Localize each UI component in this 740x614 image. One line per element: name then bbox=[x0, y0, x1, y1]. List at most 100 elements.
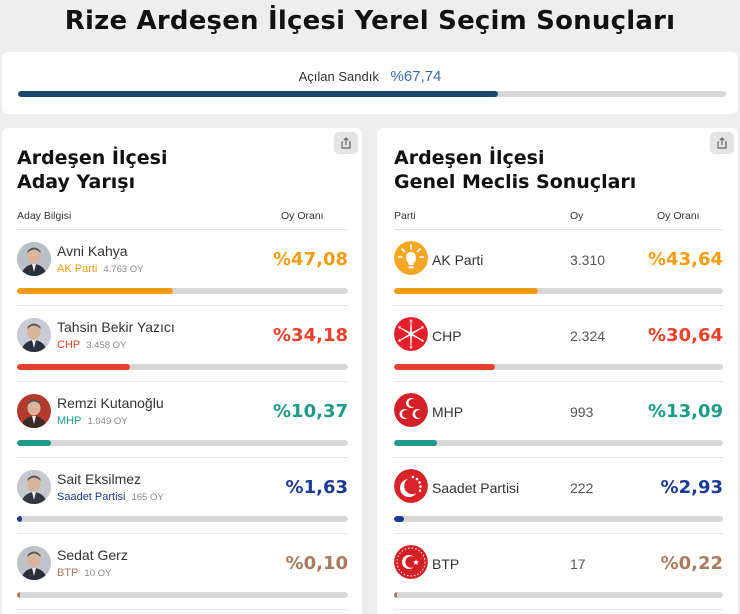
candidates-title-line1: Ardeşen İlçesi bbox=[17, 147, 168, 169]
candidate-row[interactable]: Tahsin Bekir Yazıcı CHP 3.458 OY %34,18 bbox=[17, 306, 348, 382]
candidate-name: Remzi Kutanoğlu bbox=[57, 395, 164, 411]
candidate-name: Tahsin Bekir Yazıcı bbox=[57, 319, 175, 335]
candidate-vote-percent: %1,63 bbox=[285, 477, 348, 498]
candidates-title-line2: Aday Yarışı bbox=[17, 171, 136, 193]
party-vote-percent: %30,64 bbox=[648, 325, 723, 346]
candidate-party-line: CHP 3.458 OY bbox=[57, 339, 126, 351]
candidate-party-line: BTP 10 OY bbox=[57, 567, 111, 579]
party-votes: 17 bbox=[570, 556, 586, 572]
row-divider bbox=[394, 609, 723, 610]
council-panel-title: Ardeşen İlçesi Genel Meclis Sonuçları bbox=[394, 146, 636, 194]
candidate-vote-percent: %34,18 bbox=[273, 325, 348, 346]
council-title-line1: Ardeşen İlçesi bbox=[394, 147, 545, 169]
share-button[interactable] bbox=[334, 132, 358, 154]
party-row[interactable]: BTP 17 %0,22 bbox=[394, 534, 723, 610]
party-name: Saadet Partisi bbox=[432, 480, 520, 496]
party-vote-bar-fill bbox=[394, 440, 438, 446]
party-vote-bar bbox=[394, 288, 723, 294]
candidate-vote-bar bbox=[17, 516, 348, 522]
candidate-name: Sait Eksilmez bbox=[57, 471, 142, 487]
party-name: AK Parti bbox=[432, 252, 484, 268]
candidate-vote-percent: %47,08 bbox=[273, 249, 348, 270]
share-icon bbox=[341, 137, 351, 149]
col-header-vote-rate: Oy Oranı bbox=[657, 210, 700, 222]
candidate-row[interactable]: Avni Kahya AK Parti 4.763 OY %47,08 bbox=[17, 230, 348, 306]
party-votes: 2.324 bbox=[570, 328, 606, 344]
party-votes: 993 bbox=[570, 404, 594, 420]
row-divider bbox=[394, 305, 723, 306]
candidate-vote-bar-fill bbox=[17, 592, 20, 598]
party-vote-bar-fill bbox=[394, 364, 495, 370]
row-divider bbox=[17, 533, 348, 534]
ballot-progress-bar bbox=[18, 91, 726, 97]
candidate-vote-bar bbox=[17, 592, 348, 598]
candidate-row[interactable]: Sait Eksilmez Saadet Partisi 165 OY %1,63 bbox=[17, 458, 348, 534]
party-vote-bar-fill bbox=[394, 288, 538, 294]
candidates-panel: Ardeşen İlçesi Aday Yarışı Aday Bilgisi … bbox=[2, 128, 362, 614]
candidate-party: BTP bbox=[57, 567, 79, 579]
candidates-panel-title: Ardeşen İlçesi Aday Yarışı bbox=[17, 146, 167, 194]
candidate-party-line: Saadet Partisi 165 OY bbox=[57, 491, 164, 503]
party-name: CHP bbox=[432, 328, 462, 344]
party-vote-bar-fill bbox=[394, 516, 404, 522]
ballot-progress-caption: Açılan Sandık bbox=[298, 69, 379, 84]
ballot-progress-card: Açılan Sandık %67,74 bbox=[2, 52, 738, 114]
akp-bulb-icon bbox=[394, 241, 428, 275]
btp-crescent-star-icon bbox=[394, 545, 428, 579]
col-header-votes: Oy bbox=[570, 210, 584, 222]
candidate-avatar bbox=[17, 318, 51, 352]
party-vote-percent: %43,64 bbox=[648, 249, 723, 270]
party-vote-percent: %0,22 bbox=[660, 553, 723, 574]
row-divider bbox=[394, 533, 723, 534]
party-vote-percent: %2,93 bbox=[660, 477, 723, 498]
candidate-avatar bbox=[17, 546, 51, 580]
candidate-avatar bbox=[17, 470, 51, 504]
candidate-party: Saadet Partisi bbox=[57, 491, 126, 503]
party-votes: 222 bbox=[570, 480, 594, 496]
mhp-crescents-icon bbox=[394, 393, 428, 427]
col-header-candidate-info: Aday Bilgisi bbox=[17, 210, 72, 222]
candidate-votes: 1.049 OY bbox=[87, 416, 128, 427]
row-divider bbox=[394, 457, 723, 458]
party-votes: 3.310 bbox=[570, 252, 606, 268]
page-title: Rize Ardeşen İlçesi Yerel Seçim Sonuçlar… bbox=[64, 6, 676, 36]
candidate-votes: 165 OY bbox=[131, 492, 164, 503]
ballot-progress-fill bbox=[18, 91, 498, 97]
chp-six-arrows-icon bbox=[394, 317, 428, 351]
col-header-vote-rate: Oy Oranı bbox=[281, 210, 324, 222]
party-row[interactable]: CHP 2.324 %30,64 bbox=[394, 306, 723, 382]
candidate-vote-bar bbox=[17, 288, 348, 294]
party-row[interactable]: MHP 993 %13,09 bbox=[394, 382, 723, 458]
party-vote-bar bbox=[394, 592, 723, 598]
party-vote-bar bbox=[394, 440, 723, 446]
council-title-line2: Genel Meclis Sonuçları bbox=[394, 171, 637, 193]
saadet-crescent-icon bbox=[394, 469, 428, 503]
party-vote-bar-fill bbox=[394, 592, 397, 598]
candidate-vote-bar-fill bbox=[17, 516, 23, 522]
candidate-vote-percent: %0,10 bbox=[285, 553, 348, 574]
party-row[interactable]: Saadet Partisi 222 %2,93 bbox=[394, 458, 723, 534]
candidate-name: Avni Kahya bbox=[57, 243, 128, 259]
row-divider bbox=[17, 457, 348, 458]
party-vote-bar bbox=[394, 516, 723, 522]
candidate-row[interactable]: Sedat Gerz BTP 10 OY %0,10 bbox=[17, 534, 348, 610]
party-name: BTP bbox=[432, 556, 460, 572]
candidate-vote-bar bbox=[17, 364, 348, 370]
candidate-vote-bar-fill bbox=[17, 288, 173, 294]
candidate-votes: 3.458 OY bbox=[86, 340, 127, 351]
party-name: MHP bbox=[432, 404, 464, 420]
col-header-party: Parti bbox=[394, 210, 416, 222]
candidate-vote-percent: %10,37 bbox=[273, 401, 348, 422]
candidate-name: Sedat Gerz bbox=[57, 547, 128, 563]
candidate-vote-bar-fill bbox=[17, 440, 52, 446]
candidate-party: AK Parti bbox=[57, 263, 98, 275]
party-vote-bar bbox=[394, 364, 723, 370]
candidate-avatar bbox=[17, 394, 51, 428]
party-row[interactable]: AK Parti 3.310 %43,64 bbox=[394, 230, 723, 306]
header-divider bbox=[17, 229, 348, 230]
share-button[interactable] bbox=[710, 132, 734, 154]
candidate-votes: 4.763 OY bbox=[103, 264, 144, 275]
candidate-row[interactable]: Remzi Kutanoğlu MHP 1.049 OY %10,37 bbox=[17, 382, 348, 458]
row-divider bbox=[17, 381, 348, 382]
party-vote-percent: %13,09 bbox=[648, 401, 723, 422]
